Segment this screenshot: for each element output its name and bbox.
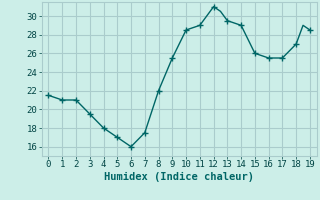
X-axis label: Humidex (Indice chaleur): Humidex (Indice chaleur) [104,172,254,182]
